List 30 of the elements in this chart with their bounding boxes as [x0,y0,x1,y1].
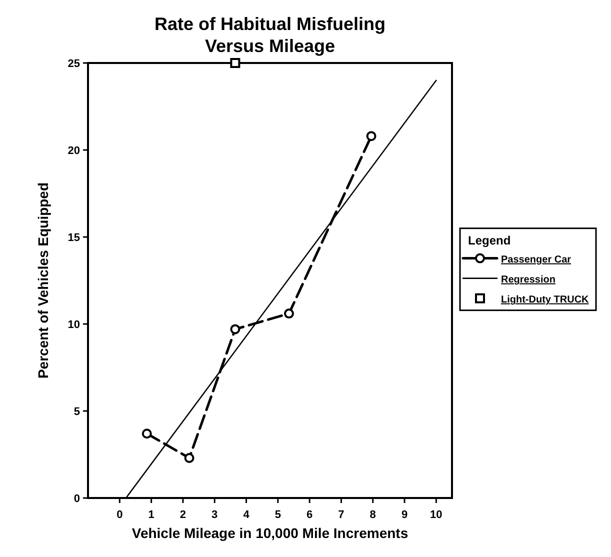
y-tick-label: 10 [68,319,80,331]
legend-label: Light-Duty TRUCK [501,294,590,306]
y-tick-label: 5 [74,406,80,418]
x-axis-title: Vehicle Mileage in 10,000 Mile Increments [132,525,408,541]
x-tick-label: 7 [338,509,344,521]
x-tick-label: 10 [430,509,442,521]
point [366,131,376,142]
x-tick-label: 9 [401,509,408,521]
x-tick-label: 2 [180,509,186,521]
y-tick-label: 0 [74,493,80,505]
x-tick-label: 1 [148,509,154,521]
y-tick-label: 15 [68,232,80,244]
x-tick-label: 3 [212,509,218,521]
point [184,452,194,463]
point [230,58,240,68]
chart-title: Rate of Habitual Misfueling Versus Mileage [154,14,386,56]
y-tick-label: 25 [68,58,80,70]
x-tick-label: 5 [274,509,281,521]
x-tick-label: 6 [306,509,313,521]
point [142,428,152,439]
x-tick-label: 8 [370,509,376,521]
y-axis-title: Percent of Vehicles Equipped [35,182,51,379]
legend-label: Regression [501,274,556,286]
legend-title: Legend [468,233,511,248]
point [284,308,294,319]
legend-label: Passenger Car [501,254,572,266]
x-tick-label: 4 [243,509,250,521]
y-tick-label: 20 [68,145,80,157]
point [230,324,240,334]
x-tick-label: 0 [116,509,123,521]
